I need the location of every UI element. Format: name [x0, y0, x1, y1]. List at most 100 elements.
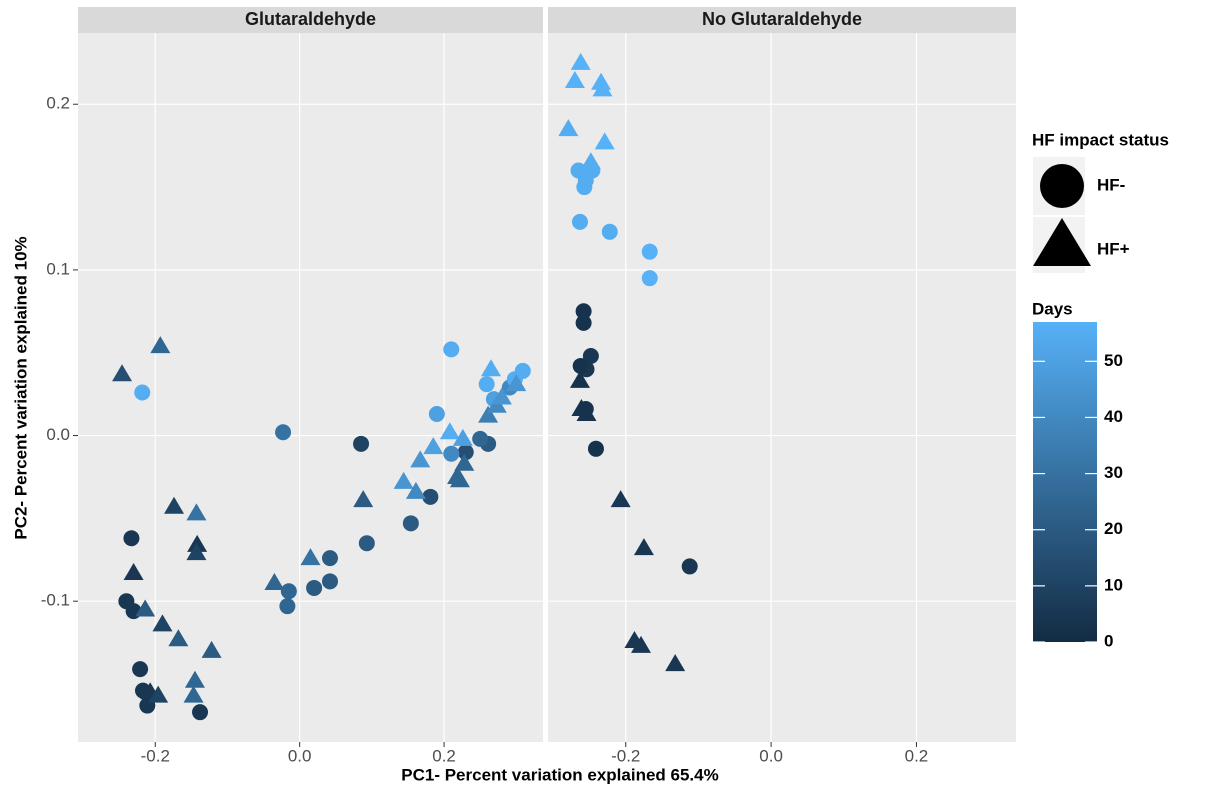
strip-label: No Glutaraldehyde	[702, 9, 862, 29]
legend-label: HF+	[1097, 239, 1130, 258]
point	[280, 583, 297, 600]
point	[457, 444, 474, 461]
point	[353, 435, 370, 452]
point	[300, 548, 321, 566]
point	[321, 573, 338, 590]
point	[601, 223, 618, 240]
strip-label: Glutaraldehyde	[245, 9, 376, 29]
point	[428, 406, 445, 423]
point	[405, 481, 426, 499]
point	[112, 364, 133, 382]
point	[358, 535, 375, 552]
y-axis-title: PC2- Percent variation explained 10%	[11, 236, 30, 539]
point	[594, 132, 615, 150]
point	[184, 670, 205, 688]
point	[570, 52, 591, 70]
point	[571, 213, 588, 230]
x-tick-label: 0.2	[905, 746, 929, 765]
point	[150, 336, 171, 354]
colorbar-tick-label: 20	[1104, 519, 1123, 538]
point	[506, 374, 527, 392]
point	[478, 376, 495, 393]
colorbar-title: Days	[1032, 299, 1073, 318]
legend-circle	[1040, 164, 1084, 208]
point	[572, 357, 589, 374]
point	[264, 572, 285, 590]
colorbar-tick-label: 50	[1104, 351, 1123, 370]
x-tick-label: -0.2	[141, 746, 170, 765]
point	[321, 550, 338, 567]
point	[575, 314, 592, 331]
point	[148, 685, 169, 703]
point	[201, 640, 222, 658]
point	[449, 470, 470, 488]
point	[641, 243, 658, 260]
colorbar-tick-label: 30	[1104, 463, 1123, 482]
point	[132, 661, 149, 678]
point	[439, 422, 460, 440]
point	[481, 359, 502, 377]
point	[587, 440, 604, 457]
x-tick-label: -0.2	[611, 746, 640, 765]
x-tick-label: 0.0	[759, 746, 783, 765]
y-tick-label: 0.2	[46, 94, 70, 113]
point	[186, 503, 207, 521]
point	[582, 348, 599, 365]
point	[576, 404, 597, 422]
point	[402, 515, 419, 532]
point	[665, 654, 686, 672]
y-tick-label: 0.0	[46, 425, 70, 444]
point	[183, 685, 204, 703]
point	[564, 71, 585, 89]
point	[306, 579, 323, 596]
y-tick-label: 0.1	[46, 259, 70, 278]
point	[186, 543, 207, 561]
y-tick-label: -0.1	[41, 591, 70, 610]
colorbar-tick-label: 0	[1104, 631, 1113, 650]
colorbar	[1033, 322, 1097, 642]
colorbar-tick-label: 10	[1104, 575, 1123, 594]
point	[187, 534, 208, 552]
legend-triangle	[1033, 218, 1091, 266]
point	[472, 430, 489, 447]
point	[592, 79, 613, 97]
point	[135, 599, 156, 617]
point	[443, 445, 460, 462]
point	[152, 614, 173, 632]
point	[422, 488, 439, 505]
point	[134, 384, 151, 401]
point	[478, 405, 499, 423]
point	[279, 598, 296, 615]
point	[681, 558, 698, 575]
point	[123, 563, 144, 581]
point	[164, 496, 185, 514]
x-tick-label: 0.0	[288, 746, 312, 765]
point	[353, 490, 374, 508]
strip-bg	[548, 7, 1016, 33]
colorbar-tick-label: 40	[1104, 407, 1123, 426]
point	[558, 119, 579, 137]
legend-title: HF impact status	[1032, 130, 1169, 149]
point	[610, 490, 631, 508]
point	[580, 152, 601, 170]
legend-label: HF-	[1097, 175, 1125, 194]
point	[569, 370, 590, 388]
point	[575, 303, 592, 320]
point	[393, 471, 414, 489]
point	[423, 437, 444, 455]
point	[633, 538, 654, 556]
point	[192, 704, 209, 721]
x-axis-title: PC1- Percent variation explained 65.4%	[401, 765, 718, 784]
strip-bg	[78, 7, 543, 33]
point	[454, 453, 475, 471]
point	[452, 428, 473, 446]
point	[443, 341, 460, 358]
point	[275, 424, 292, 441]
point	[631, 635, 652, 653]
panel-bg	[548, 33, 1016, 742]
x-tick-label: 0.2	[432, 746, 456, 765]
point	[641, 270, 658, 287]
point	[123, 530, 140, 547]
point	[168, 629, 189, 647]
